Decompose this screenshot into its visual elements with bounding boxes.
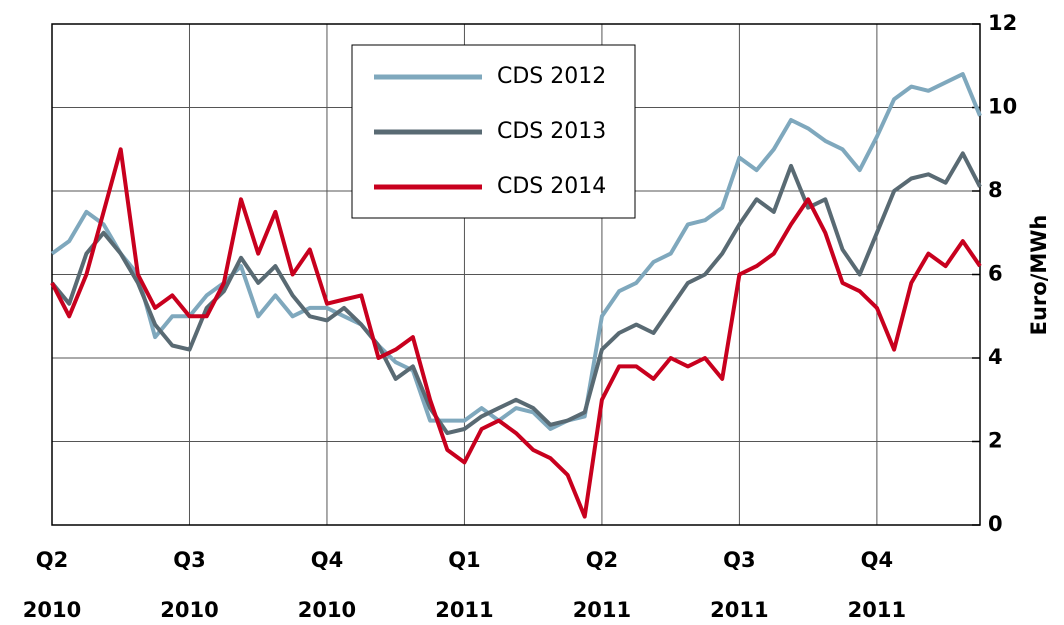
- series-line: [50, 147, 982, 519]
- y-tick-label: 2: [988, 429, 1003, 453]
- plot-frame: [51, 23, 981, 526]
- x-tick-label: Q3 2011: [710, 548, 769, 622]
- series-line: [50, 72, 982, 431]
- x-tick-label: Q4 2010: [297, 548, 357, 622]
- x-tick-label: Q2 2011: [572, 548, 632, 622]
- y-tick-label: 12: [988, 11, 1017, 35]
- legend-label: CDS 2012: [497, 64, 606, 89]
- y-tick-label: 8: [988, 178, 1003, 202]
- legend-label: CDS 2014: [497, 174, 606, 199]
- series-line: [50, 151, 982, 436]
- y-tick-label: 10: [988, 95, 1017, 119]
- x-tick-label: Q4 2011: [847, 548, 907, 622]
- x-tick-label: Q3 2010: [160, 548, 219, 622]
- legend-label: CDS 2013: [497, 119, 606, 144]
- y-axis-label: Euro/MWh: [1027, 215, 1051, 336]
- x-tick-label: Q2 2010: [22, 548, 82, 622]
- y-tick-label: 0: [988, 512, 1003, 536]
- y-tick-label: 4: [988, 345, 1003, 369]
- y-tick-label: 6: [988, 262, 1003, 286]
- x-tick-label: Q1 2011: [435, 548, 494, 622]
